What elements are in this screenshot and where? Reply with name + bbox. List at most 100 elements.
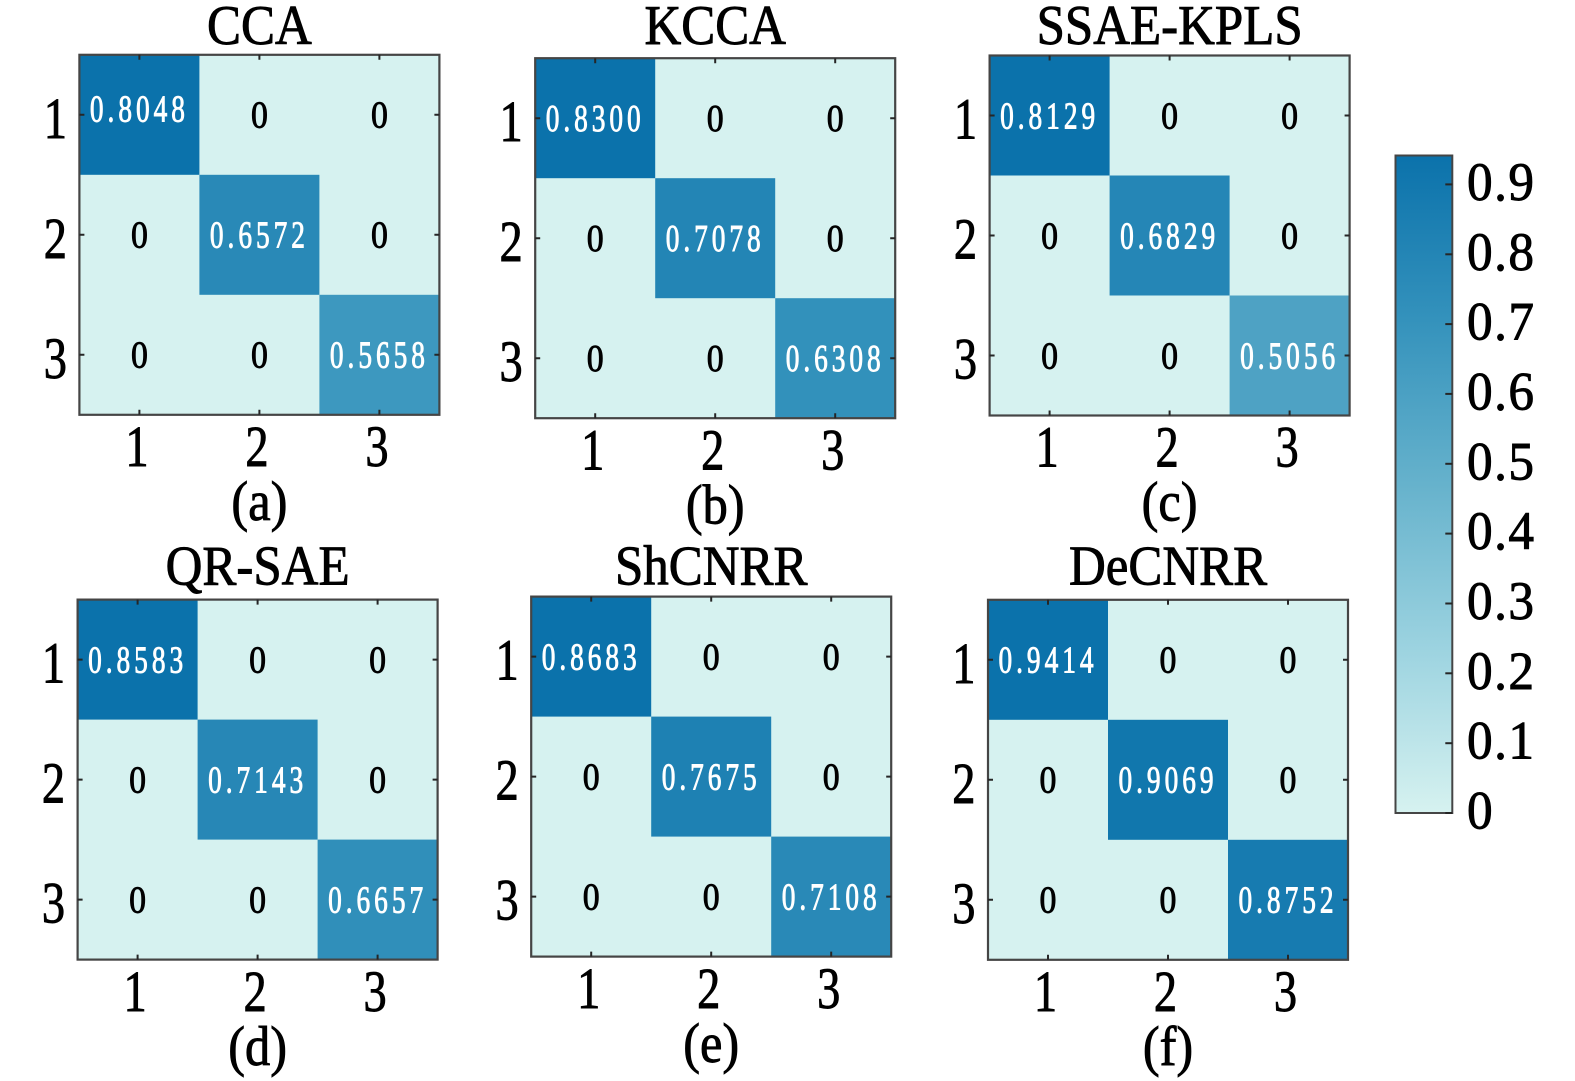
svg-text:0: 0 [369, 759, 386, 801]
svg-text:0: 0 [703, 636, 720, 678]
svg-text:QR-SAE: QR-SAE [166, 534, 350, 597]
svg-text:0: 0 [1160, 639, 1177, 681]
svg-text:0.7078: 0.7078 [666, 218, 765, 260]
svg-text:0.6657: 0.6657 [328, 879, 427, 921]
svg-text:1: 1 [954, 88, 977, 152]
svg-text:0: 0 [369, 639, 386, 681]
svg-text:3: 3 [821, 419, 849, 483]
svg-text:0.5658: 0.5658 [330, 334, 429, 376]
svg-text:1: 1 [44, 87, 67, 151]
svg-text:0.6: 0.6 [1467, 362, 1535, 421]
svg-text:0.8300: 0.8300 [546, 98, 645, 140]
svg-text:(b): (b) [686, 474, 745, 536]
svg-text:0: 0 [249, 879, 266, 921]
svg-text:3: 3 [495, 869, 518, 933]
svg-text:0: 0 [583, 756, 600, 798]
svg-text:3: 3 [364, 960, 392, 1024]
svg-text:0.8: 0.8 [1467, 223, 1535, 282]
svg-text:0: 0 [1467, 781, 1494, 840]
svg-text:0.8683: 0.8683 [542, 636, 641, 678]
svg-text:0: 0 [1041, 334, 1058, 376]
svg-text:ShCNRR: ShCNRR [615, 534, 808, 597]
svg-text:0: 0 [1161, 334, 1178, 376]
svg-text:1: 1 [499, 90, 522, 154]
svg-text:0.3: 0.3 [1467, 572, 1535, 631]
svg-text:0: 0 [131, 334, 148, 376]
svg-text:1: 1 [1036, 416, 1064, 480]
svg-text:0: 0 [1281, 94, 1298, 136]
svg-text:0.8129: 0.8129 [1000, 95, 1099, 137]
svg-text:0: 0 [587, 217, 604, 259]
svg-text:2: 2 [1154, 960, 1182, 1024]
svg-text:2: 2 [42, 752, 65, 816]
svg-text:3: 3 [954, 328, 977, 392]
svg-text:0.7108: 0.7108 [782, 876, 881, 918]
svg-text:(a): (a) [231, 471, 287, 533]
svg-text:DeCNRR: DeCNRR [1069, 534, 1267, 597]
svg-text:2: 2 [244, 960, 272, 1024]
svg-text:0.4: 0.4 [1467, 502, 1535, 561]
svg-text:0: 0 [823, 636, 840, 678]
svg-text:0: 0 [131, 214, 148, 256]
svg-text:0.7675: 0.7675 [662, 756, 761, 798]
svg-text:1: 1 [42, 632, 65, 696]
svg-text:0.8048: 0.8048 [90, 88, 189, 130]
svg-text:0.6829: 0.6829 [1120, 215, 1219, 257]
svg-text:1: 1 [1034, 960, 1062, 1024]
svg-text:0: 0 [827, 217, 844, 259]
svg-text:0: 0 [129, 879, 146, 921]
svg-text:3: 3 [499, 330, 522, 394]
svg-text:0: 0 [129, 759, 146, 801]
svg-text:3: 3 [952, 872, 975, 936]
svg-text:0.6572: 0.6572 [210, 214, 309, 256]
svg-text:0: 0 [1040, 759, 1057, 801]
svg-text:0.9: 0.9 [1467, 153, 1535, 212]
svg-text:1: 1 [581, 419, 609, 483]
svg-text:2: 2 [1156, 416, 1184, 480]
svg-text:3: 3 [1276, 416, 1304, 480]
svg-text:1: 1 [495, 629, 518, 693]
svg-text:0: 0 [1160, 879, 1177, 921]
svg-text:2: 2 [44, 207, 67, 271]
svg-text:3: 3 [42, 872, 65, 936]
svg-text:0: 0 [707, 337, 724, 379]
svg-text:2: 2 [952, 752, 975, 816]
svg-text:3: 3 [365, 415, 393, 479]
svg-text:0: 0 [371, 214, 388, 256]
svg-text:0: 0 [703, 876, 720, 918]
svg-text:1: 1 [952, 632, 975, 696]
svg-text:0.8583: 0.8583 [88, 639, 187, 681]
svg-text:0.9069: 0.9069 [1118, 759, 1217, 801]
svg-text:0: 0 [251, 94, 268, 136]
svg-text:0: 0 [1161, 94, 1178, 136]
svg-text:0.9414: 0.9414 [998, 639, 1097, 681]
svg-text:0.6308: 0.6308 [786, 338, 885, 380]
svg-text:0: 0 [1280, 639, 1297, 681]
svg-text:2: 2 [245, 415, 273, 479]
svg-text:0.2: 0.2 [1467, 642, 1535, 701]
svg-text:0.5056: 0.5056 [1240, 335, 1339, 377]
svg-text:CCA: CCA [207, 0, 312, 57]
svg-text:1: 1 [124, 960, 152, 1024]
svg-text:2: 2 [701, 419, 729, 483]
svg-text:0: 0 [587, 337, 604, 379]
svg-text:1: 1 [577, 957, 605, 1021]
svg-text:0.7143: 0.7143 [208, 759, 307, 801]
svg-text:3: 3 [1274, 960, 1302, 1024]
svg-text:KCCA: KCCA [644, 0, 786, 57]
svg-text:3: 3 [44, 327, 67, 391]
svg-text:1: 1 [125, 415, 153, 479]
svg-text:(c): (c) [1142, 471, 1198, 533]
svg-text:0: 0 [707, 97, 724, 139]
svg-text:0: 0 [1281, 214, 1298, 256]
svg-text:0.7: 0.7 [1467, 292, 1535, 351]
svg-text:0: 0 [1040, 879, 1057, 921]
svg-text:(d): (d) [228, 1015, 287, 1077]
svg-text:0: 0 [249, 639, 266, 681]
svg-text:0: 0 [827, 97, 844, 139]
svg-text:SSAE-KPLS: SSAE-KPLS [1037, 0, 1303, 57]
svg-text:0: 0 [1280, 759, 1297, 801]
svg-text:0: 0 [583, 876, 600, 918]
svg-text:0.5: 0.5 [1467, 432, 1535, 491]
svg-text:(e): (e) [683, 1012, 739, 1074]
